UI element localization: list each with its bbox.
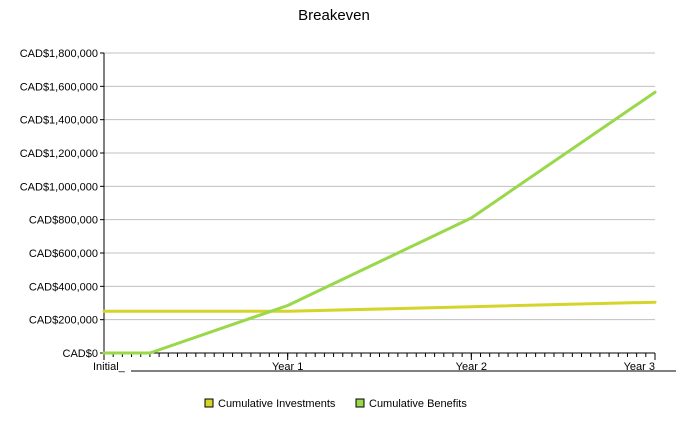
legend-swatch <box>204 398 214 408</box>
y-tick-labels: CAD$0 CAD$200,000 CAD$400,000 CAD$600,000 CA… <box>20 48 98 360</box>
x-tick-label: Initial_ <box>93 361 126 373</box>
chart-title: Breakeven <box>298 7 370 24</box>
y-tick-label: CAD$0 <box>63 348 98 360</box>
legend: Cumulative Investments Cumulative Benefit… <box>204 398 467 410</box>
y-tick-label: CAD$400,000 <box>29 281 98 293</box>
y-tick-label: CAD$800,000 <box>29 215 98 227</box>
y-tick-label: CAD$1,400,000 <box>20 115 98 127</box>
series-line <box>102 90 657 355</box>
y-tick-label: CAD$1,800,000 <box>20 48 98 60</box>
series-line <box>102 300 657 313</box>
axes <box>100 52 676 372</box>
x-tick-label: Year 1 <box>272 361 303 373</box>
legend-swatch <box>355 398 365 408</box>
legend-label: Cumulative Benefits <box>369 398 467 410</box>
legend-label: Cumulative Investments <box>218 398 336 410</box>
series-lines <box>102 90 657 355</box>
x-tick-label: Year 2 <box>456 361 487 373</box>
y-tick-label: CAD$1,000,000 <box>20 181 98 193</box>
grid-lines <box>104 52 655 321</box>
y-tick-label: CAD$200,000 <box>29 315 98 327</box>
y-tick-label: CAD$1,200,000 <box>20 148 98 160</box>
x-tick-label: Year 3 <box>624 361 655 373</box>
y-tick-label: CAD$1,600,000 <box>20 81 98 93</box>
y-tick-label: CAD$600,000 <box>29 248 98 260</box>
x-tick-labels: Initial_ Year 1 Year 2 Year 3 <box>93 361 655 373</box>
